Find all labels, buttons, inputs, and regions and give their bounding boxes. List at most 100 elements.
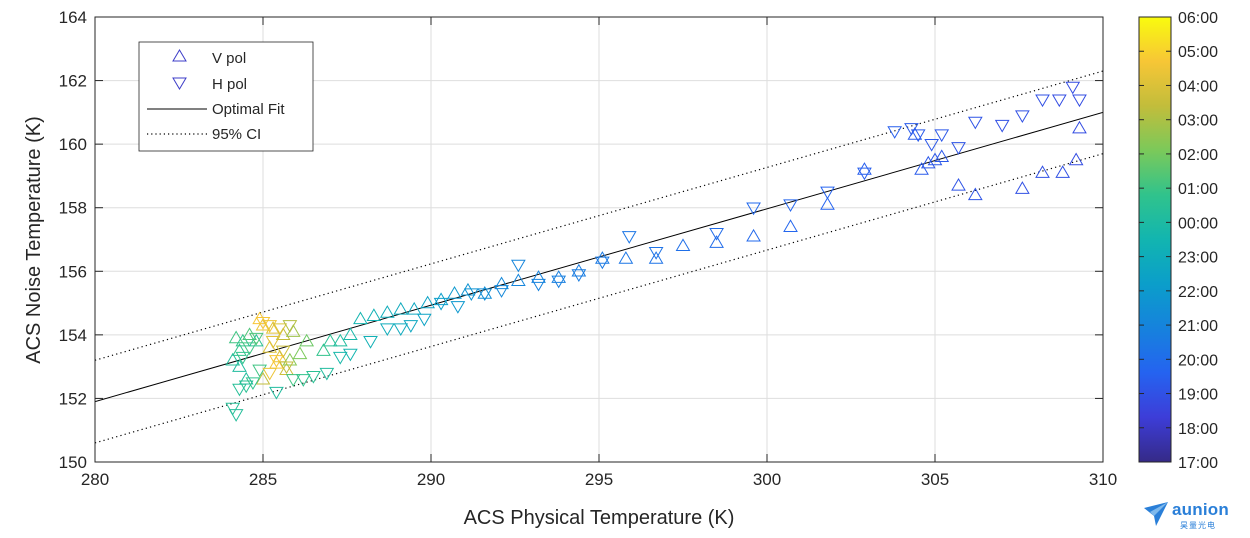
y-axis-label: ACS Noise Temperature (K) <box>23 116 45 364</box>
v-pol-point <box>477 286 493 299</box>
h-pol-point <box>272 323 288 336</box>
v-pol-point <box>594 251 610 264</box>
h-pol-point <box>252 364 268 378</box>
h-pol-point <box>228 409 244 422</box>
h-pol-point <box>1065 81 1081 95</box>
h-pol-point <box>379 323 395 336</box>
y-tick-label: 158 <box>59 199 87 218</box>
v-pol-point <box>420 295 436 309</box>
h-pol-point <box>709 227 724 241</box>
brand-subtitle: 昊量光电 <box>1180 521 1216 530</box>
v-pol-point <box>571 263 587 277</box>
brand-name: aunion <box>1172 500 1229 519</box>
v-pol-point <box>255 371 271 385</box>
v-pol-point <box>1014 181 1030 194</box>
v-pol-point <box>675 238 691 252</box>
y-tick-label: 160 <box>59 135 87 154</box>
h-pol-point <box>282 320 298 333</box>
legend-h-pol-label: H pol <box>212 76 247 93</box>
x-tick-label: 310 <box>1089 470 1117 489</box>
h-pol-point <box>255 316 271 330</box>
h-pol-point <box>332 351 348 365</box>
colorbar-tick-label: 03:00 <box>1178 113 1218 130</box>
x-tick-label: 285 <box>249 470 277 489</box>
v-pol-point <box>282 352 298 366</box>
y-tick-label: 154 <box>59 326 87 345</box>
colorbar-tick-label: 04:00 <box>1178 78 1218 95</box>
v-pol-point <box>857 162 872 175</box>
colorbar: 06:00 05:00 04:00 03:00 02:00 01:00 00:00 23:00… <box>1138 10 1218 472</box>
colorbar-tick-label: 22:00 <box>1178 284 1218 301</box>
y-tick-label: 164 <box>59 8 87 27</box>
v-pol-point <box>322 333 338 347</box>
v-pol-point <box>447 286 462 299</box>
h-pol-point <box>924 138 940 152</box>
brand-logo: aunion 昊量光电 <box>1142 500 1242 530</box>
v-pol-point <box>618 251 634 264</box>
h-pol-point <box>235 351 251 365</box>
v-pol-point <box>1072 120 1087 134</box>
v-pol-point <box>255 317 271 331</box>
x-tick-label: 295 <box>585 470 613 489</box>
v-pol-point <box>1035 165 1050 178</box>
v-pol-point <box>393 301 409 315</box>
v-pol-point <box>225 352 241 366</box>
v-pol-point <box>648 251 664 264</box>
colorbar-tick-label: 01:00 <box>1178 181 1218 198</box>
v-pol-point <box>265 321 281 334</box>
h-pol-point <box>285 374 301 387</box>
h-pol-point <box>295 374 311 387</box>
h-pol-point <box>594 256 610 270</box>
x-tick-label: 305 <box>921 470 949 489</box>
h-pol-point <box>248 332 264 346</box>
y-tick-label: 162 <box>59 72 87 91</box>
colorbar-tick-label: 21:00 <box>1178 318 1218 335</box>
h-pol-point <box>951 142 966 155</box>
v-pol-point <box>927 152 943 166</box>
h-pol-point <box>416 313 432 327</box>
legend-ci-label: 95% CI <box>212 126 261 143</box>
legend-fit-label: Optimal Fit <box>212 101 285 118</box>
h-pol-point <box>783 199 798 213</box>
axis-ticks: 280 285 290 295 300 305 310 150 152 154 156 158 160 1… <box>59 8 1118 489</box>
legend-v-pol-marker <box>172 49 187 62</box>
v-pol-point <box>920 155 936 169</box>
h-pol-point <box>269 386 284 400</box>
data-points <box>225 81 1087 422</box>
v-pol-point <box>934 149 950 163</box>
h-pol-point <box>967 116 983 130</box>
v-pol-point <box>379 305 395 318</box>
h-pol-point <box>934 129 950 143</box>
h-pol-point <box>904 123 919 136</box>
colorbar-tick-label: 20:00 <box>1178 352 1218 369</box>
h-pol-point <box>648 247 664 260</box>
v-pol-point <box>494 276 509 290</box>
colorbar-tick-label: 17:00 <box>1178 455 1218 472</box>
x-axis-label: ACS Physical Temperature (K) <box>464 507 735 529</box>
v-pol-point <box>531 270 546 283</box>
y-tick-label: 156 <box>59 262 87 281</box>
y-tick-label: 152 <box>59 389 87 408</box>
v-pol-point <box>366 308 382 321</box>
v-pol-point <box>242 327 257 341</box>
h-pol-point <box>393 323 409 336</box>
h-pol-point <box>342 348 358 362</box>
v-pol-point <box>433 292 449 306</box>
h-pol-point <box>1051 94 1067 108</box>
h-pol-point <box>262 320 278 333</box>
legend-h-pol-marker <box>172 77 187 90</box>
h-pol-point <box>262 367 278 381</box>
h-pol-point <box>477 288 493 302</box>
ci-lower-line <box>95 153 1103 444</box>
v-pol-point <box>342 327 358 341</box>
h-pol-point <box>746 202 761 216</box>
v-pol-point <box>299 333 315 347</box>
v-pol-point <box>914 162 929 175</box>
h-pol-point <box>1014 110 1030 124</box>
h-pol-point <box>403 320 419 333</box>
h-pol-point <box>225 402 241 416</box>
v-pol-point <box>951 177 966 191</box>
h-pol-point <box>887 126 903 139</box>
h-pol-point <box>363 336 378 349</box>
